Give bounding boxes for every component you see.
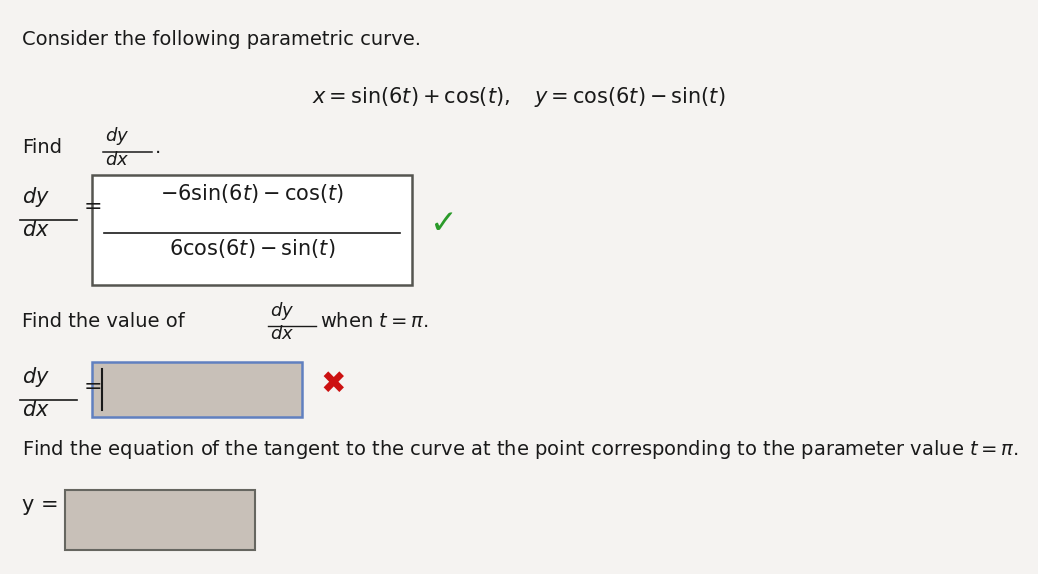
FancyBboxPatch shape (92, 175, 412, 285)
Text: =: = (84, 377, 103, 397)
Text: $dx$: $dx$ (105, 151, 129, 169)
Text: $dy$: $dy$ (270, 300, 295, 322)
Text: $dx$: $dx$ (22, 220, 50, 240)
Text: $-6\sin(6t) - \cos(t)$: $-6\sin(6t) - \cos(t)$ (160, 182, 344, 205)
Text: $dy$: $dy$ (22, 185, 50, 209)
Text: y =: y = (22, 495, 58, 515)
FancyBboxPatch shape (65, 490, 255, 550)
Text: ✓: ✓ (430, 207, 458, 240)
Text: $x = \sin(6t) + \cos(t), \quad y = \cos(6t) - \sin(t)$: $x = \sin(6t) + \cos(t), \quad y = \cos(… (312, 85, 726, 109)
Text: $6\cos(6t) - \sin(t)$: $6\cos(6t) - \sin(t)$ (169, 237, 335, 260)
FancyBboxPatch shape (92, 362, 302, 417)
Text: Consider the following parametric curve.: Consider the following parametric curve. (22, 30, 421, 49)
Text: =: = (84, 197, 103, 217)
Text: when $t = \pi$.: when $t = \pi$. (320, 312, 429, 331)
Text: ✖: ✖ (320, 370, 346, 399)
Text: Find: Find (22, 138, 62, 157)
Text: Find the equation of the tangent to the curve at the point corresponding to the : Find the equation of the tangent to the … (22, 438, 1018, 461)
Text: .: . (155, 138, 161, 157)
Text: $dx$: $dx$ (270, 325, 294, 343)
Text: $dx$: $dx$ (22, 400, 50, 420)
Text: $dy$: $dy$ (105, 125, 130, 147)
Text: $dy$: $dy$ (22, 365, 50, 389)
Text: Find the value of: Find the value of (22, 312, 185, 331)
